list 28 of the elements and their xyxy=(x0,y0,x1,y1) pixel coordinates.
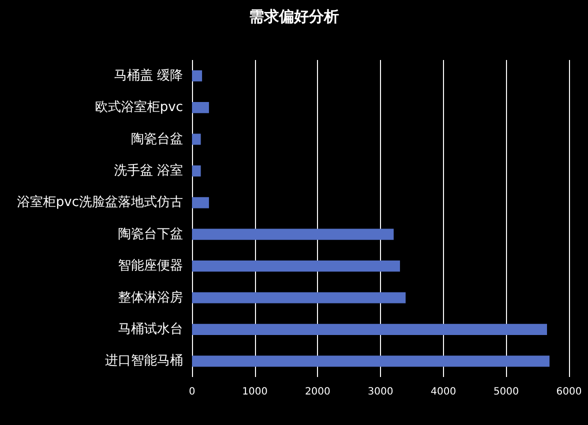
x-tick-label: 5000 xyxy=(493,386,519,398)
bar xyxy=(192,228,394,240)
x-tick-label: 1000 xyxy=(242,386,268,398)
y-tick-label: 马桶盖 缓降 xyxy=(114,67,183,84)
y-tick-label: 陶瓷台盆 xyxy=(131,132,183,147)
y-tick-label: 浴室柜pvc洗脸盆落地式仿古 xyxy=(16,194,183,210)
x-tick-label: 3000 xyxy=(368,386,394,398)
bar xyxy=(192,292,406,304)
bar xyxy=(192,102,209,114)
bar xyxy=(192,324,548,335)
y-tick-label: 整体淋浴房 xyxy=(118,289,183,306)
bar xyxy=(192,134,201,145)
x-tick-label: 0 xyxy=(188,386,196,398)
bar xyxy=(192,356,550,367)
y-tick-label: 洗手盆 浴室 xyxy=(114,162,183,178)
x-tick-label: 4000 xyxy=(430,386,456,398)
bar xyxy=(192,70,202,82)
bar xyxy=(192,260,400,272)
x-tick-label: 2000 xyxy=(304,386,330,398)
y-tick-label: 欧式浴室柜pvc xyxy=(94,99,183,116)
y-tick-label: 智能座便器 xyxy=(118,258,183,274)
y-tick-label: 陶瓷台下盆 xyxy=(118,226,183,242)
bar xyxy=(192,197,209,208)
y-tick-label: 进口智能马桶 xyxy=(105,354,183,369)
x-tick-label: 6000 xyxy=(556,386,582,398)
chart-title: 需求偏好分析 xyxy=(249,8,339,26)
y-tick-label: 马桶试水台 xyxy=(118,322,183,337)
bar xyxy=(192,165,201,176)
